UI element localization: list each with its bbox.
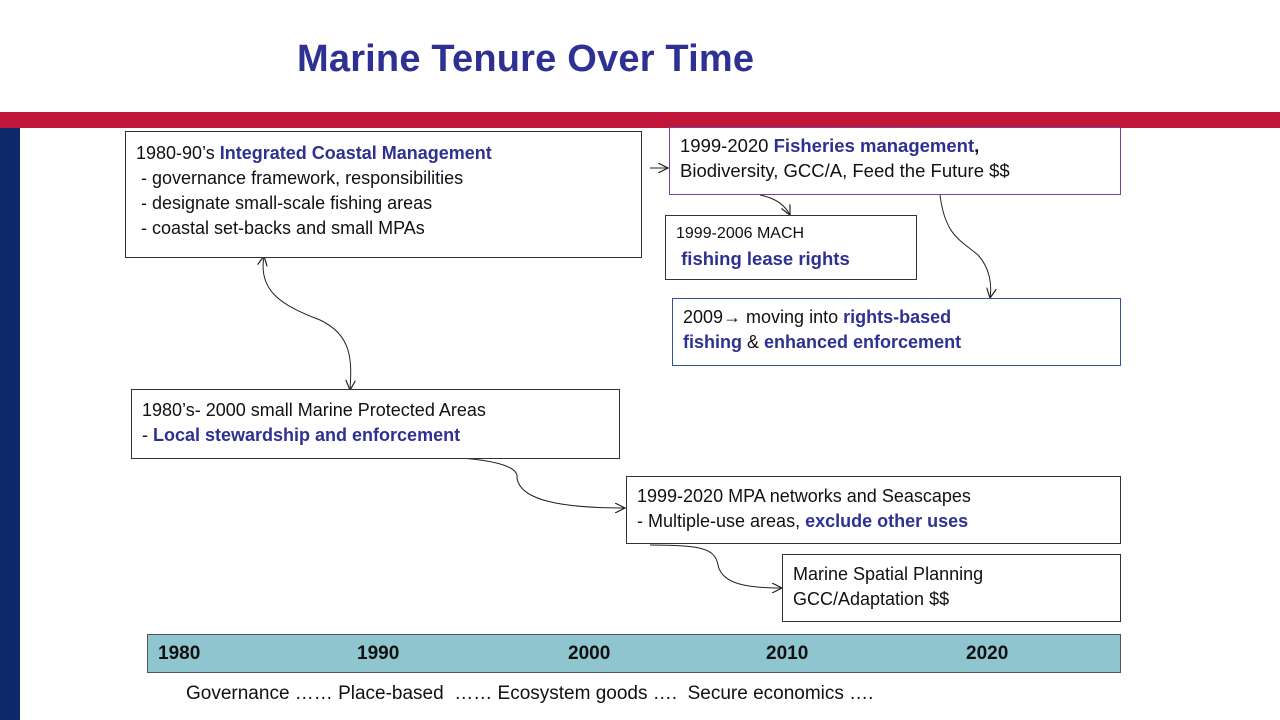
timeline-year: 1990 <box>357 643 400 664</box>
rights-line-1: 2009→ moving into rights-based <box>683 307 952 327</box>
slide-title: Marine Tenure Over Time <box>297 38 755 80</box>
box-integrated-coastal-management: 1980-90’s Integrated Coastal Management … <box>125 131 642 258</box>
rights-line-2: fishing & enhanced enforcement <box>683 332 962 352</box>
icm-line-1: 1980-90’s Integrated Coastal Management <box>136 143 492 163</box>
icm-line-2: - governance framework, responsibilities <box>136 168 464 188</box>
timeline-bar: 1980 1990 2000 2010 2020 <box>147 634 1121 673</box>
box-mach: 1999-2006 MACH fishing lease rights <box>665 215 917 280</box>
icm-line-3: - designate small-scale fishing areas <box>136 193 433 213</box>
fisheries-line-2: Biodiversity, GCC/A, Feed the Future $$ <box>680 160 1010 181</box>
accent-band <box>0 112 1280 128</box>
icm-line-4: - coastal set-backs and small MPAs <box>136 218 425 238</box>
arrow-fisheries-rights <box>939 194 991 298</box>
timeline-year: 1980 <box>158 643 201 664</box>
arrow-mpa-networks <box>399 456 625 508</box>
arrow-networks-msp <box>649 544 782 588</box>
box-mpa-networks: 1999-2020 MPA networks and Seascapes - M… <box>626 476 1121 544</box>
mach-line-1: 1999-2006 MACH <box>676 225 805 242</box>
box-fisheries-management: 1999-2020 Fisheries management, Biodiver… <box>669 127 1121 195</box>
arrow-fisheries-mach <box>759 194 790 215</box>
networks-line-2: - Multiple-use areas, exclude other uses <box>637 511 969 531</box>
msp-line-2: GCC/Adaptation $$ <box>793 589 950 609</box>
box-marine-spatial-planning: Marine Spatial Planning GCC/Adaptation $… <box>782 554 1121 622</box>
msp-line-1: Marine Spatial Planning <box>793 564 984 584</box>
arrow-icm-mpa <box>263 256 351 390</box>
timeline-year: 2000 <box>568 643 611 664</box>
timeline-year: 2020 <box>966 643 1009 664</box>
mpa-line-2: - Local stewardship and enforcement <box>142 425 461 445</box>
mach-line-2: fishing lease rights <box>676 248 850 269</box>
footer-themes: Governance …… Place-based …… Ecosystem g… <box>186 683 874 704</box>
side-band <box>0 128 20 720</box>
fisheries-line-1: 1999-2020 Fisheries management, <box>680 135 980 156</box>
box-rights-based-fishing: 2009→ moving into rights-based fishing &… <box>672 298 1121 366</box>
box-marine-protected-areas: 1980’s- 2000 small Marine Protected Area… <box>131 389 620 459</box>
networks-line-1: 1999-2020 MPA networks and Seascapes <box>637 486 971 506</box>
timeline-year: 2010 <box>766 643 809 664</box>
mpa-line-1: 1980’s- 2000 small Marine Protected Area… <box>142 400 486 420</box>
